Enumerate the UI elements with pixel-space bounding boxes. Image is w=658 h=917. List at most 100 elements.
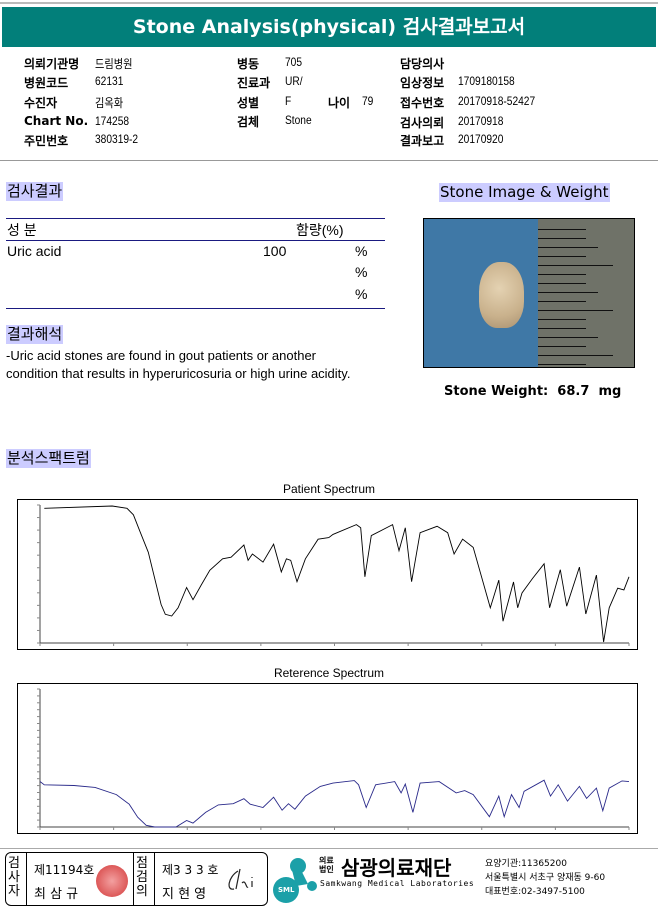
resident-no-value: 380319-2 — [95, 132, 139, 146]
table-header-line — [6, 240, 385, 241]
logo-mark-text: SML — [278, 886, 295, 894]
ruler-tick — [538, 319, 586, 320]
reviewer-label: 점검의 — [136, 856, 148, 899]
inspector-name: 최 삼 규 — [34, 887, 79, 902]
footer-divider — [0, 848, 658, 849]
sml-logo: SML — [272, 856, 318, 906]
spectrum-line — [44, 505, 630, 643]
table-bottom-line — [6, 308, 385, 309]
report-date-label: 결과보고 — [400, 134, 445, 148]
weight-label: Stone Weight: — [444, 384, 549, 399]
signature-box: 검사자 제11194호 최 삼 규 점검의 제3 3 3 호 지 현 영 — [5, 852, 268, 906]
ruler-tick — [538, 274, 586, 275]
reference-spectrum-title: Reterence Spectrum — [273, 666, 385, 680]
ward-value: 705 — [285, 55, 303, 69]
logo-mark-icon — [273, 858, 317, 903]
age-value: 79 — [362, 94, 374, 108]
ruler-tick — [538, 337, 598, 338]
component-name: Uric acid — [7, 243, 62, 259]
resident-no-label: 주민번호 — [24, 134, 69, 148]
clinical-info-label: 임상정보 — [400, 76, 445, 90]
reference-spectrum-svg — [37, 688, 630, 830]
prefix-top: 의료 — [319, 856, 334, 865]
ruler-tick — [538, 238, 586, 239]
ruler-tick — [538, 301, 586, 302]
component-unit: % — [355, 243, 368, 259]
patient-spectrum-svg — [37, 504, 630, 646]
col-content: 함량(%) — [296, 222, 344, 238]
specimen-value: Stone — [285, 113, 312, 127]
table-top-line — [6, 218, 385, 219]
request-date-value: 20170918 — [458, 114, 504, 128]
institution-label: 의뢰기관명 — [24, 57, 80, 71]
age-label: 나이 — [328, 96, 351, 110]
request-date-label: 검사의뢰 — [400, 116, 445, 130]
stone-heading: Stone Image & Weight — [439, 183, 610, 202]
weight-value: 68.7 — [557, 384, 590, 399]
spectrum-heading: 분석스팩트럼 — [6, 449, 91, 468]
col-component: 성 분 — [7, 222, 37, 238]
ruler-tick — [538, 229, 586, 230]
department-label: 진료과 — [237, 76, 271, 90]
hospital-code-label: 병원코드 — [24, 76, 69, 90]
seal-stamp — [96, 865, 128, 897]
doctor-label: 담당의사 — [400, 57, 445, 71]
patient-spectrum-title: Patient Spectrum — [282, 482, 376, 496]
interpretation-line-1: -Uric acid stones are found in gout pati… — [6, 348, 317, 363]
ruler-tick — [538, 292, 598, 293]
inspector-label: 검사자 — [8, 856, 20, 899]
ruler-tick — [538, 247, 598, 248]
chart-no-value: 174258 — [95, 114, 130, 128]
prefix-bottom: 법인 — [319, 865, 334, 874]
ruler — [538, 219, 634, 367]
ward-label: 병동 — [237, 57, 260, 71]
report-date-value: 20170920 — [458, 132, 504, 146]
component-unit: % — [355, 286, 368, 302]
stone-image — [479, 262, 524, 328]
org-name-en: Samkwang Medical Laboratories — [320, 879, 475, 888]
interpretation-heading: 결과해석 — [6, 325, 64, 344]
component-unit: % — [355, 264, 368, 280]
clinical-info-value: 1709180158 — [458, 74, 515, 88]
reviewer-no: 제3 3 3 호 — [162, 863, 219, 877]
ruler-tick — [538, 346, 586, 347]
institution-value: 드림병원 — [95, 57, 133, 71]
receipt-no-label: 접수번호 — [400, 96, 445, 110]
stone-photo — [423, 218, 635, 368]
ruler-tick — [538, 283, 586, 284]
ruler-tick — [538, 310, 613, 311]
patient-spectrum-chart — [17, 499, 638, 650]
stone-weight: Stone Weight: 68.7 mg — [444, 384, 621, 399]
cell-divider — [133, 853, 134, 905]
sex-value: F — [285, 94, 292, 108]
patient-value: 김옥화 — [95, 96, 124, 110]
component-value: 100 — [263, 243, 287, 259]
ruler-tick — [538, 256, 586, 257]
weight-unit: mg — [598, 384, 622, 399]
report-title: Stone Analysis(physical) 검사결과보고서 — [2, 7, 656, 47]
legal-prefix: 의료 법인 — [319, 856, 334, 874]
receipt-no-value: 20170918-52427 — [458, 94, 536, 108]
signature — [228, 868, 253, 890]
hospital-code-value: 62131 — [95, 74, 124, 88]
divider — [0, 160, 658, 161]
interpretation-line-2: condition that results in hyperuricosuri… — [6, 366, 351, 381]
institution-code: 요양기관:11365200 — [485, 859, 567, 869]
ruler-tick — [538, 265, 613, 266]
cell-divider — [154, 853, 155, 905]
results-heading: 검사결과 — [6, 182, 64, 201]
patient-label: 수진자 — [24, 96, 58, 110]
sex-label: 성별 — [237, 96, 260, 110]
address: 서울특별시 서초구 양재동 9-60 — [485, 873, 606, 883]
org-name: 삼광의료재단 — [341, 856, 452, 880]
phone: 대표번호:02-3497-5100 — [485, 887, 585, 897]
cell-divider — [26, 853, 27, 905]
ruler-tick — [538, 364, 586, 365]
reference-spectrum-chart — [17, 683, 638, 834]
ruler-tick — [538, 328, 586, 329]
top-border — [0, 2, 658, 4]
department-value: UR/ — [285, 74, 303, 88]
spectrum-line — [39, 779, 630, 828]
reviewer-name: 지 현 영 — [162, 887, 207, 902]
ruler-tick — [538, 355, 613, 356]
